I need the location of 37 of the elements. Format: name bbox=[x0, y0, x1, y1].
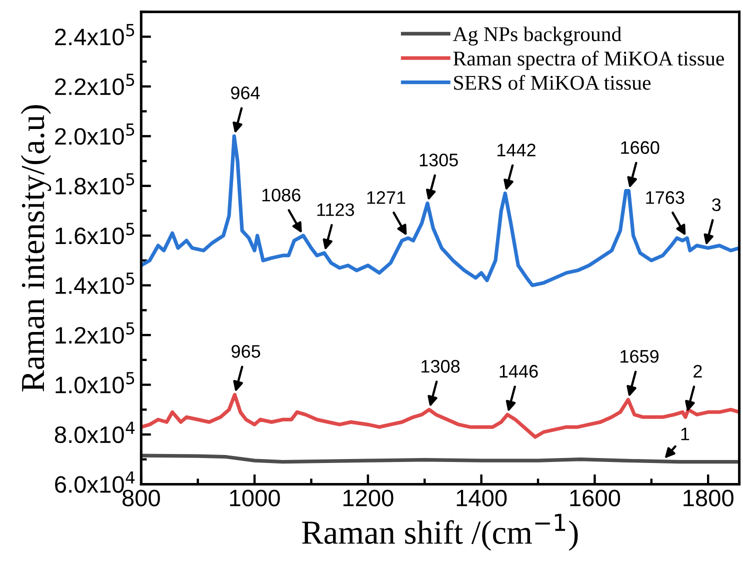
x-tick-label: 1600 bbox=[570, 490, 620, 506]
line-series bbox=[141, 392, 740, 439]
annotation: 1271 bbox=[367, 191, 406, 204]
y-axis-title: Raman intensity/(a.u) bbox=[20, 105, 52, 392]
annotation: 965 bbox=[232, 345, 260, 358]
y-tick-label: 1.4x10$^{5}$ bbox=[56, 272, 134, 294]
annotation: 3 bbox=[712, 198, 721, 212]
annotation: 1763 bbox=[646, 191, 684, 204]
annotation: 1308 bbox=[422, 360, 460, 373]
y-tick-label: 1.2x10$^{5}$ bbox=[56, 322, 134, 344]
x-tick-label: 1800 bbox=[684, 490, 734, 506]
legend-label: Ag NPs background bbox=[452, 26, 622, 46]
annotation: 1442 bbox=[498, 144, 536, 156]
annotation: 1086 bbox=[262, 188, 300, 202]
line-series bbox=[141, 454, 740, 464]
y-tick-label: 1.0x10$^{5}$ bbox=[56, 372, 134, 394]
y-tick-label: 2.2x10$^{5}$ bbox=[55, 74, 134, 96]
line-series bbox=[141, 134, 740, 288]
annotation: 2 bbox=[694, 364, 702, 378]
x-axis-title: Raman shift /(cm$^{−1}$) bbox=[302, 514, 578, 551]
x-tick-label: 1200 bbox=[343, 490, 394, 506]
annotation: 964 bbox=[231, 86, 260, 100]
legend-label: SERS of MiKOA tissue bbox=[454, 74, 651, 90]
x-tick-label: 1000 bbox=[230, 490, 280, 506]
annotation: 1123 bbox=[317, 203, 354, 216]
y-tick-label: 8.0x10$^{4}$ bbox=[54, 422, 135, 444]
annotation: 1446 bbox=[500, 364, 538, 378]
annotation: 1 bbox=[681, 428, 690, 440]
annotation: 1305 bbox=[420, 154, 458, 166]
legend-label: Raman spectra of MiKOA tissue bbox=[453, 50, 724, 70]
annotation: 1660 bbox=[621, 141, 660, 154]
y-tick-label: 1.6x10$^{5}$ bbox=[56, 222, 134, 244]
y-tick-label: 2.0x10$^{5}$ bbox=[55, 123, 134, 145]
annotation: 1659 bbox=[620, 350, 659, 363]
y-tick-label: 1.8x10$^{5}$ bbox=[56, 173, 134, 195]
y-tick-label: 2.4x10$^{5}$ bbox=[55, 24, 134, 46]
x-tick-label: 1400 bbox=[456, 490, 507, 506]
